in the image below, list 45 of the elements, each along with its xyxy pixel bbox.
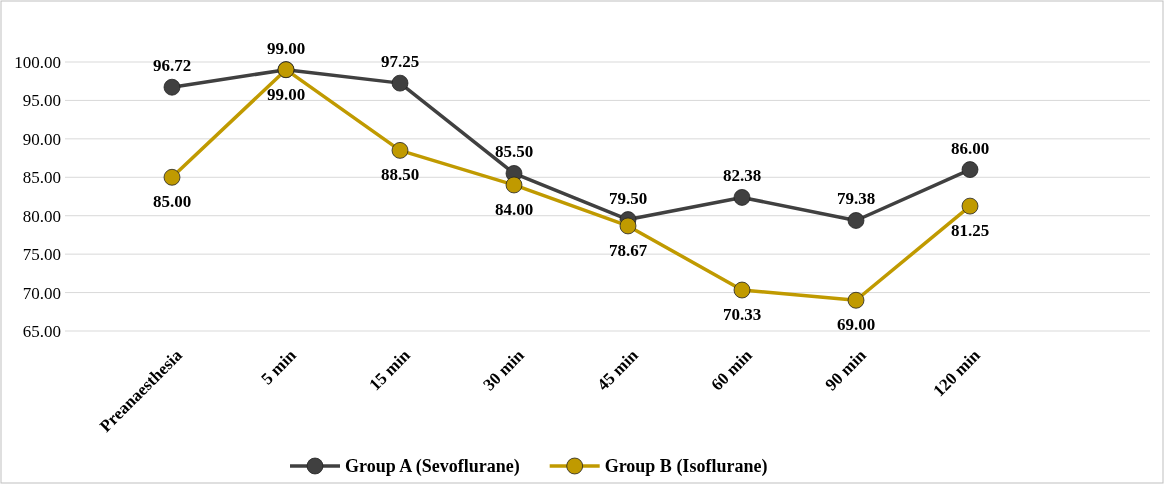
data-label: 86.00 xyxy=(950,138,990,158)
point xyxy=(505,176,523,194)
data-label: 79.38 xyxy=(836,189,876,209)
data-label: 81.25 xyxy=(950,221,990,241)
x-tick-label: 45 min xyxy=(593,345,643,395)
point xyxy=(847,291,865,309)
point xyxy=(847,212,865,229)
x-tick-label: 120 min xyxy=(929,345,985,401)
x-tick-label: 30 min xyxy=(479,345,529,395)
y-tick-label: 80.00 xyxy=(22,206,61,226)
data-label: 82.38 xyxy=(722,166,762,186)
data-label: 85.00 xyxy=(152,192,192,212)
point xyxy=(961,197,979,215)
x-tick-label: 90 min xyxy=(821,345,871,395)
y-tick-label: 90.00 xyxy=(22,129,61,149)
data-label: 69.00 xyxy=(836,315,876,335)
point xyxy=(391,142,409,159)
y-tick-label: 85.00 xyxy=(22,168,61,188)
y-tick-label: 75.00 xyxy=(22,245,61,265)
y-tick-label: 65.00 xyxy=(22,321,61,341)
legend-label: Group B (Isoflurane) xyxy=(604,456,768,477)
point xyxy=(733,189,751,206)
data-label: 96.72 xyxy=(152,56,192,76)
data-label: 70.33 xyxy=(722,305,762,325)
point xyxy=(961,161,979,178)
data-label: 84.00 xyxy=(494,199,534,219)
legend-label: Group A (Sevoflurane) xyxy=(345,456,520,477)
data-label: 79.50 xyxy=(608,188,648,208)
point xyxy=(733,281,751,299)
data-label: 78.67 xyxy=(608,240,648,260)
point xyxy=(163,78,181,96)
data-label: 88.50 xyxy=(380,165,420,185)
x-tick-label: 15 min xyxy=(365,345,415,395)
point xyxy=(163,168,181,186)
data-label: 99.00 xyxy=(266,84,306,104)
point xyxy=(619,217,637,235)
y-tick-label: 100.00 xyxy=(14,52,61,72)
data-label: 97.25 xyxy=(380,52,420,72)
data-label: 99.00 xyxy=(266,38,306,58)
y-tick-label: 95.00 xyxy=(22,91,61,111)
point xyxy=(391,74,409,92)
y-tick-label: 70.00 xyxy=(22,283,61,303)
data-label: 85.50 xyxy=(494,142,534,162)
x-tick-label: 60 min xyxy=(707,345,757,395)
x-tick-label: 5 min xyxy=(257,345,301,389)
